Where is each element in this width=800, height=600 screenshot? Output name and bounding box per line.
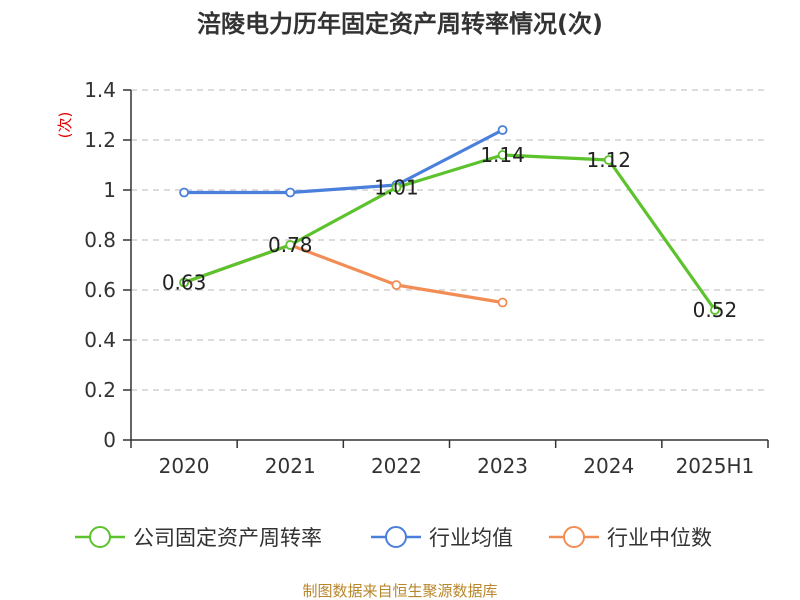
grid [131, 89, 768, 391]
y-tick-label: 0.2 [84, 378, 116, 402]
x-tick-label: 2023 [477, 454, 528, 478]
data-label: 0.63 [162, 271, 207, 295]
legend[interactable]: 公司固定资产周转率 行业均值 行业中位数 [75, 526, 712, 550]
series-2 [179, 240, 508, 308]
series-1 [179, 125, 508, 198]
legend-item-1[interactable]: 行业均值 [371, 526, 513, 550]
y-tick-label: 1.4 [84, 78, 116, 102]
series-0 [179, 150, 720, 315]
data-labels: 0.63 0.78 1.01 1.14 1.12 0.52 [162, 143, 737, 322]
y-tick-label: 0.8 [84, 228, 116, 252]
source-note: 制图数据来自恒生聚源数据库 [302, 582, 497, 600]
y-tick-label: 1 [103, 178, 116, 202]
series-line [183, 243, 503, 305]
y-axis-label: (次) [56, 112, 74, 139]
data-label: 1.12 [586, 148, 631, 172]
data-point[interactable] [179, 187, 189, 198]
series-line [184, 128, 504, 195]
legend-label: 行业中位数 [607, 526, 712, 550]
legend-marker [563, 526, 585, 548]
data-point[interactable] [285, 240, 296, 250]
data-point[interactable] [179, 277, 189, 288]
series-layer [179, 125, 720, 315]
data-label: 1.14 [480, 143, 525, 167]
data-point[interactable] [710, 305, 720, 315]
legend-item-0[interactable]: 公司固定资产周转率 [75, 526, 322, 550]
legend-item-2[interactable]: 行业中位数 [549, 526, 712, 550]
data-label: 0.52 [693, 298, 738, 322]
x-tick-label: 2025H1 [676, 454, 755, 478]
legend-marker [385, 526, 407, 548]
x-tick-label: 2024 [583, 454, 634, 478]
y-tick-label: 0.4 [84, 328, 116, 352]
legend-marker [89, 526, 111, 548]
x-tick-label: 2022 [371, 454, 422, 478]
data-point[interactable] [497, 125, 508, 135]
y-tick-label: 0.6 [84, 278, 116, 302]
data-point[interactable] [497, 297, 508, 308]
series-line [183, 153, 717, 311]
data-label: 1.01 [374, 176, 419, 200]
y-tick-label: 0 [103, 428, 116, 452]
legend-label: 行业均值 [429, 526, 513, 550]
y-tick-label: 1.2 [84, 128, 116, 152]
data-point[interactable] [391, 182, 402, 193]
data-point[interactable] [603, 155, 614, 165]
legend-label: 公司固定资产周转率 [133, 526, 322, 550]
data-point[interactable] [497, 150, 508, 160]
data-point[interactable] [391, 280, 402, 290]
axes: 0 0.2 0.4 0.6 0.8 1 1.2 1.4 2020 2021 2022 2023 2024… [84, 78, 769, 478]
x-tick-label: 2020 [159, 454, 210, 478]
data-point[interactable] [285, 187, 296, 198]
chart-title: 涪陵电力历年固定资产周转率情况(次) [197, 10, 603, 38]
data-label: 0.78 [268, 233, 313, 257]
x-tick-label: 2021 [265, 454, 316, 478]
